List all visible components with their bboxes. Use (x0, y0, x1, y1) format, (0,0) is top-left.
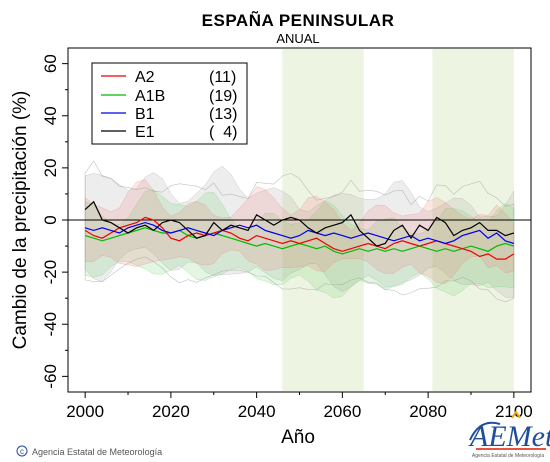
x-tick-label: 2100 (495, 402, 533, 421)
y-tick-label: -40 (41, 312, 60, 337)
y-tick-label: 60 (41, 54, 60, 73)
series-lines (84, 200, 515, 260)
chart-subtitle: ANUAL (276, 31, 319, 46)
x-tick-label: 2060 (323, 402, 361, 421)
y-axis-label: Cambio de la precipitación (%) (10, 91, 31, 350)
logo-sun-icon (511, 410, 521, 419)
spread-envelope (84, 160, 515, 303)
logo-caption: Agencia Estatal de Meteorología (472, 453, 544, 459)
legend: A2 (11) A1B (19) B1 (13) E1 ( 4) (91, 62, 248, 145)
legend-label-a2: A2 (135, 69, 155, 86)
x-axis-label: Año (281, 427, 315, 448)
x-axis: 2000 2020 2040 2060 2080 2100 (66, 392, 533, 421)
x-tick-label: 2040 (238, 402, 276, 421)
series-line-b1 (84, 221, 515, 245)
copyright-icon (16, 445, 28, 457)
chart-title: ESPAÑA PENINSULAR (202, 10, 395, 30)
y-axis: -60 -40 -20 0 20 40 60 (41, 54, 68, 389)
legend-label-b1: B1 (135, 106, 155, 123)
legend-count-a1b: (19) (209, 88, 237, 105)
x-tick-label: 2080 (409, 402, 447, 421)
logo-wordmark: AEMet (468, 420, 550, 453)
copyright-symbol: c (20, 447, 24, 456)
legend-count-b1: (13) (209, 106, 237, 123)
x-tick-label: 2000 (66, 402, 104, 421)
y-tick-label: 40 (41, 106, 60, 125)
aemet-logo: AEMet Agencia Estatal de Meteorología (468, 410, 550, 459)
series-line-e1 (84, 200, 515, 247)
y-tick-label: 0 (41, 215, 60, 224)
legend-count-a2: (11) (209, 69, 236, 86)
legend-label-e1: E1 (135, 124, 155, 141)
footer-credit: c Agencia Estatal de Meteorología (16, 445, 162, 457)
y-tick-label: 20 (41, 158, 60, 177)
y-tick-label: -60 (41, 364, 60, 389)
y-tick-label: -20 (41, 260, 60, 285)
logo-swoosh-icon (469, 421, 501, 441)
footer-agency-text: Agencia Estatal de Meteorología (32, 447, 162, 457)
legend-label-a1b: A1B (135, 88, 165, 105)
x-tick-label: 2020 (152, 402, 190, 421)
legend-count-e1: ( 4) (209, 124, 237, 141)
